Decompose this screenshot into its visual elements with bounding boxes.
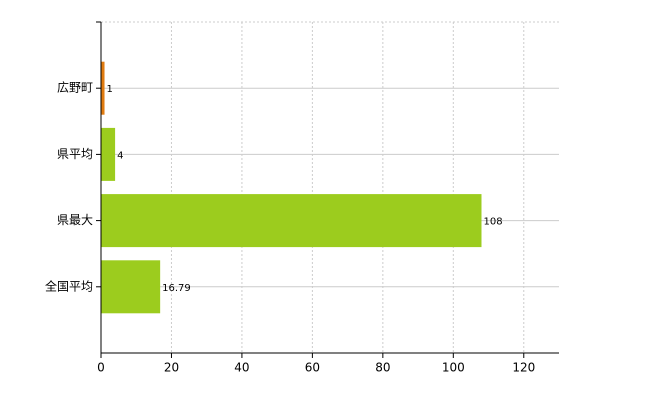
x-tick-label: 80 bbox=[375, 361, 390, 375]
x-tick-label: 60 bbox=[305, 361, 320, 375]
bar bbox=[101, 61, 105, 115]
y-tick-label: 県最大 bbox=[57, 213, 93, 227]
x-tick-label: 40 bbox=[234, 361, 249, 375]
x-tick-label: 100 bbox=[442, 361, 465, 375]
bar bbox=[101, 260, 161, 314]
bar bbox=[101, 127, 116, 181]
value-label: 4 bbox=[117, 150, 123, 161]
x-tick-label: 120 bbox=[512, 361, 535, 375]
y-tick-label: 全国平均 bbox=[45, 278, 93, 293]
y-tick-label: 県平均 bbox=[57, 147, 93, 161]
y-tick-label: 広野町 bbox=[57, 81, 93, 95]
value-label: 16.79 bbox=[162, 283, 191, 294]
x-tick-label: 0 bbox=[97, 361, 105, 375]
value-label: 108 bbox=[483, 217, 502, 228]
bar bbox=[101, 194, 482, 248]
value-label: 1 bbox=[107, 84, 113, 95]
x-tick-label: 20 bbox=[164, 361, 179, 375]
